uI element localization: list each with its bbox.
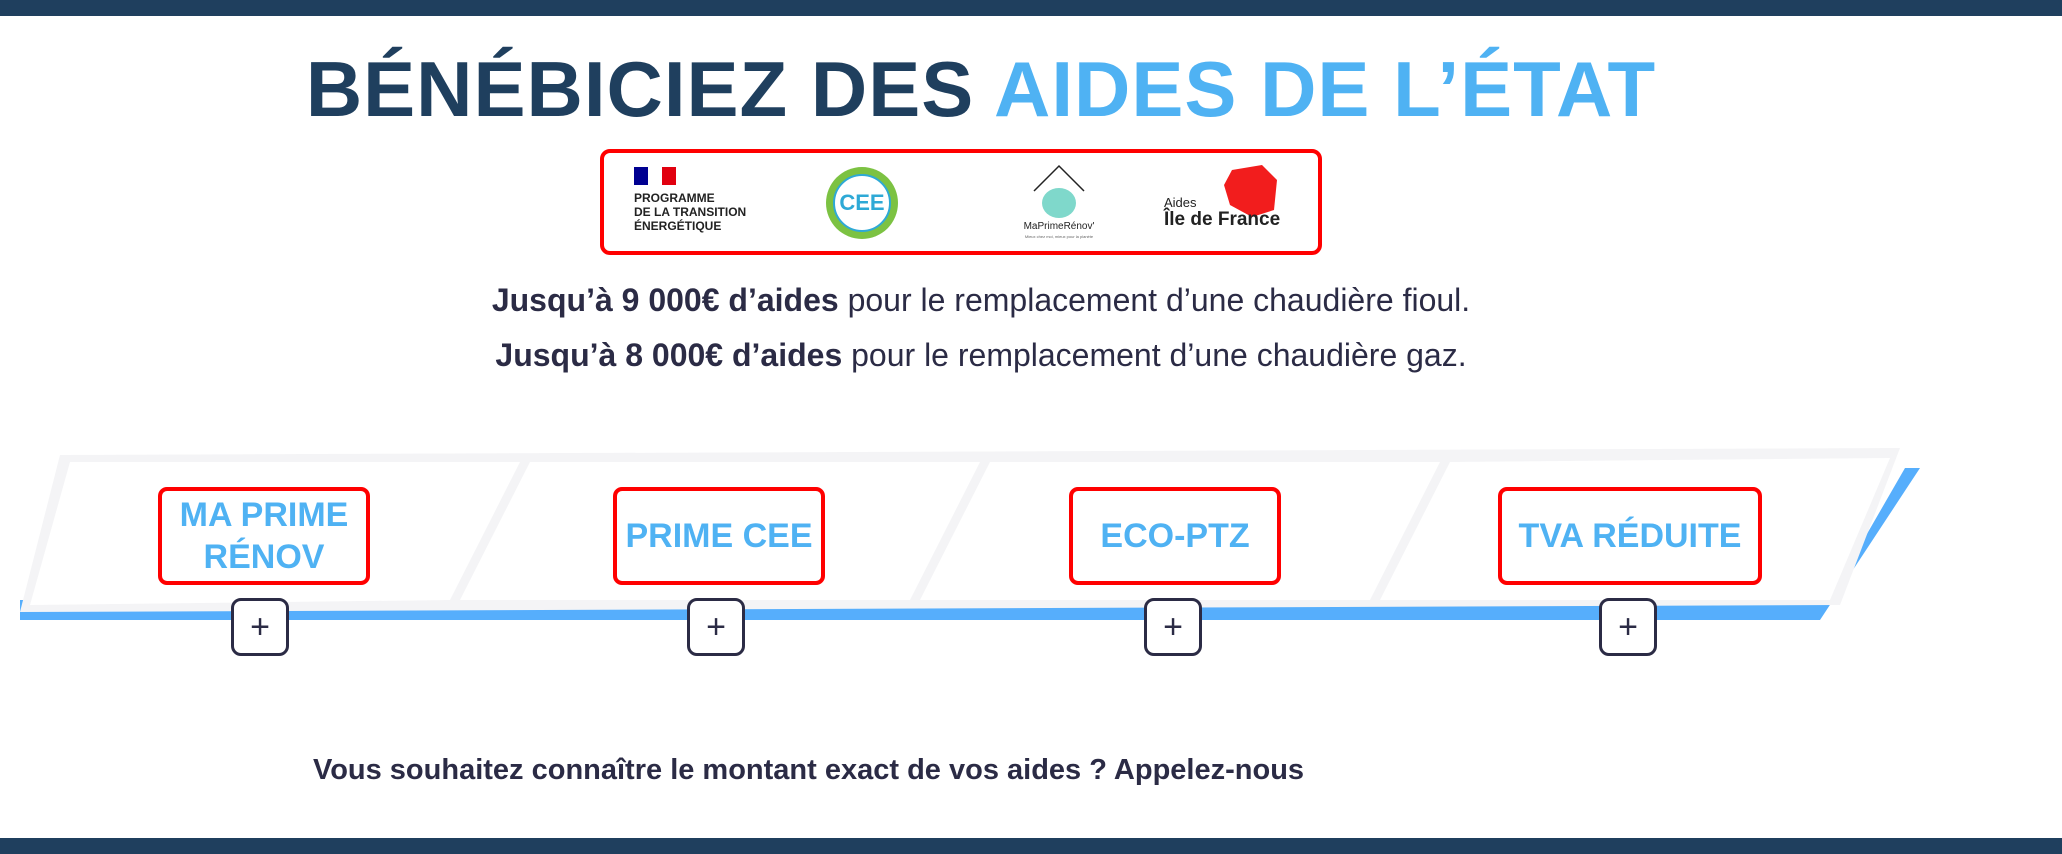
aid-line-fioul: Jusqu’à 9 000€ d’aides pour le remplacem… bbox=[491, 282, 1471, 318]
programme-transition-logo: PROGRAMME DE LA TRANSITION ÉNERGÉTIQUE bbox=[634, 153, 774, 251]
expand-ma-prime-renov-button[interactable]: + bbox=[231, 598, 289, 656]
aid-line-gaz: Jusqu’à 8 000€ d’aides pour le remplacem… bbox=[495, 337, 1467, 373]
call-to-action[interactable]: Vous souhaitez connaître le montant exac… bbox=[313, 754, 1305, 786]
page-title: BÉNÉBICIEZ DES AIDES DE L’ÉTAT bbox=[305, 45, 1657, 133]
aid-tva-reduite[interactable]: TVA RÉDUITE bbox=[1498, 487, 1762, 585]
aides-ile-de-france-logo: Aides Île de France bbox=[1164, 153, 1294, 251]
top-bar bbox=[0, 0, 2062, 16]
expand-prime-cee-button[interactable]: + bbox=[687, 598, 745, 656]
aid-eco-ptz[interactable]: ECO-PTZ bbox=[1069, 487, 1281, 585]
aid-logos-panel: PROGRAMME DE LA TRANSITION ÉNERGÉTIQUE CEE… bbox=[600, 149, 1322, 255]
bottom-bar bbox=[0, 838, 2062, 854]
aid-ma-prime-renov[interactable]: MA PRIME RÉNOV bbox=[158, 487, 370, 585]
expand-tva-reduite-button[interactable]: + bbox=[1599, 598, 1657, 656]
expand-eco-ptz-button[interactable]: + bbox=[1144, 598, 1202, 656]
cee-logo: CEE bbox=[826, 167, 898, 239]
maprimerenov-logo: MaPrimeRénov' Mieux chez moi, mieux pour… bbox=[1004, 153, 1114, 251]
aid-prime-cee[interactable]: PRIME CEE bbox=[613, 487, 825, 585]
